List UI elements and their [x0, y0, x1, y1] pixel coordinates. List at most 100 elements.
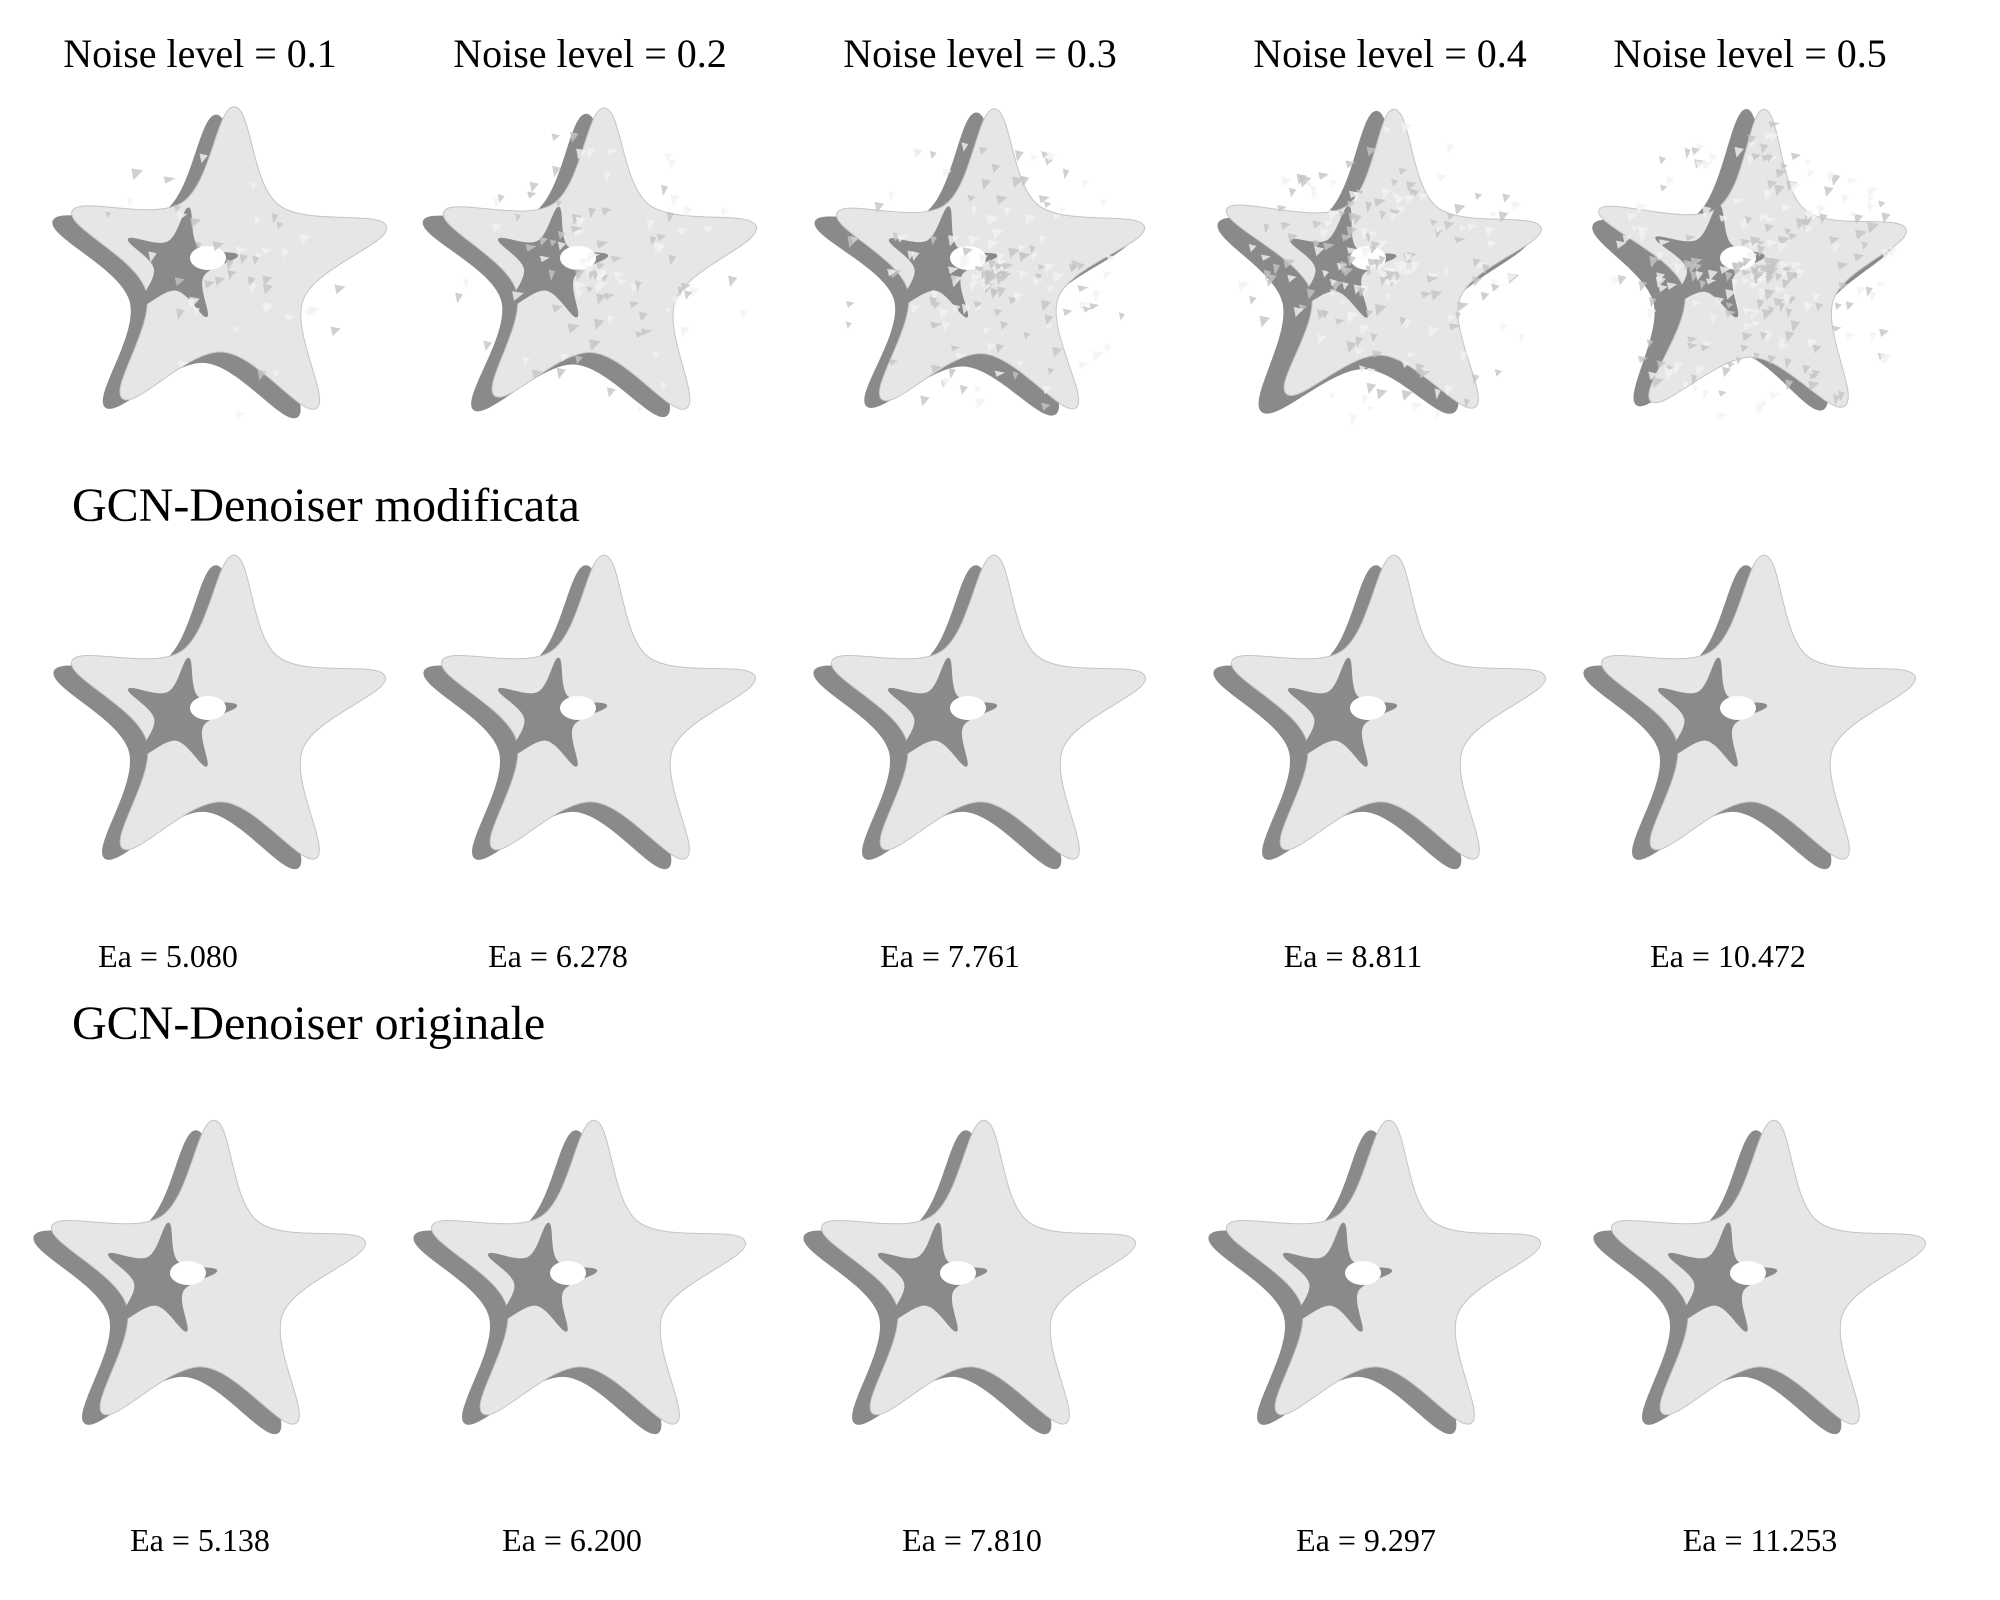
mesh-noise-facet	[1784, 357, 1792, 369]
mesh-noise-facet	[1658, 239, 1671, 246]
mesh-noise-facet	[1480, 291, 1490, 302]
mesh-noise-facet	[1330, 179, 1337, 188]
mesh-noise-facet	[1849, 211, 1858, 219]
mesh-noise-facet	[1779, 338, 1786, 345]
mesh-noise-facet	[1046, 152, 1057, 162]
mesh-noise-facet	[1732, 197, 1744, 205]
mesh-noise-facet	[1656, 272, 1665, 283]
mesh-noise-facet	[1616, 240, 1627, 249]
mesh-noise-facet	[1367, 405, 1375, 412]
mesh-noise-facet	[1682, 380, 1689, 389]
mesh-noise-facet	[557, 230, 566, 240]
mesh-noise-facet	[1448, 323, 1461, 331]
mesh-noise-facet	[1741, 269, 1752, 276]
mesh-noise-facet	[990, 287, 998, 296]
mesh-noise-facet	[560, 353, 569, 362]
mesh-noise-facet	[1832, 325, 1842, 332]
mesh-noise-facet	[1731, 262, 1739, 270]
mesh-noise-facet	[1733, 268, 1741, 275]
mesh-noise-facet	[263, 283, 274, 295]
mesh-noise-facet	[1747, 155, 1755, 166]
mesh-noise-facet	[959, 258, 972, 270]
mesh-noise-facet	[1399, 316, 1407, 326]
mesh-noise-facet	[929, 150, 937, 160]
mesh-noise-facet	[1725, 271, 1733, 282]
mesh-noise-facet	[1783, 293, 1792, 305]
noisy-mesh-1	[40, 90, 400, 450]
mesh-noise-facet	[1617, 274, 1627, 286]
mesh-noise-facet	[588, 270, 595, 281]
mesh-noise-facet	[1397, 265, 1407, 273]
mesh-noise-facet	[594, 283, 603, 294]
mesh-noise-facet	[664, 306, 672, 315]
mesh-noise-facet	[984, 271, 996, 283]
mesh-noise-facet	[455, 292, 463, 304]
ea-original-5: Ea = 11.253	[1682, 1522, 1838, 1558]
mesh-noise-facet	[1045, 322, 1054, 330]
mesh-noise-facet	[1725, 302, 1734, 309]
mesh-noise-facet	[1854, 213, 1864, 225]
mesh-noise-facet	[1518, 333, 1525, 344]
ea-original-1: Ea = 5.138	[130, 1522, 270, 1558]
mesh-noise-facet	[1784, 227, 1791, 236]
mesh-noise-facet	[575, 289, 584, 301]
mesh-noise-facet	[574, 281, 586, 291]
mesh-noise-facet	[639, 311, 649, 322]
mesh-noise-facet	[1869, 291, 1876, 303]
mesh-noise-facet	[971, 279, 981, 286]
mesh-noise-facet	[1635, 203, 1647, 214]
mesh-noise-facet	[1743, 322, 1755, 331]
mesh-noise-facet	[1000, 321, 1009, 330]
mesh-noise-facet	[1753, 352, 1761, 361]
mesh-noise-facet	[1778, 301, 1785, 313]
mesh-noise-facet	[1790, 152, 1801, 161]
mesh-noise-facet	[1322, 269, 1330, 278]
mesh-noise-facet	[569, 131, 579, 143]
mesh-noise-facet	[531, 369, 543, 378]
mesh-noise-facet	[1499, 322, 1508, 332]
ea-original-3: Ea = 7.810	[902, 1522, 1042, 1558]
mesh-noise-facet	[930, 321, 943, 329]
mesh-noise-facet	[1626, 212, 1638, 222]
mesh-noise-facet	[570, 225, 582, 233]
mesh-noise-facet	[1804, 215, 1813, 226]
mesh-noise-facet	[1341, 234, 1353, 242]
mesh-noise-facet	[512, 291, 524, 301]
mesh-noise-facet	[1853, 253, 1865, 262]
mesh-noise-facet	[653, 242, 666, 254]
mesh-noise-facet	[1052, 272, 1064, 284]
mesh-noise-facet	[525, 244, 537, 252]
mesh-noise-facet	[1666, 282, 1678, 290]
mesh-noise-facet	[1041, 402, 1051, 411]
mesh-noise-facet	[1296, 173, 1308, 185]
mesh-inner-cavity	[1287, 657, 1398, 767]
mesh-noise-facet	[667, 159, 678, 169]
mesh-noise-facet	[1418, 192, 1429, 201]
mesh-noise-facet	[1401, 122, 1412, 133]
mesh-noise-facet	[1705, 278, 1717, 285]
mesh-noise-facet	[1029, 154, 1037, 163]
mesh-noise-facet	[1881, 248, 1892, 261]
mesh-noise-facet	[1889, 246, 1897, 257]
mesh-noise-facet	[1749, 309, 1761, 320]
mesh-inner-cavity	[127, 207, 239, 318]
mesh-noise-facet	[549, 239, 557, 247]
mesh-through-hole	[560, 246, 596, 270]
mesh-noise-facet	[1062, 308, 1073, 317]
mesh-noise-facet	[1397, 205, 1407, 215]
mesh-noise-facet	[1346, 312, 1355, 324]
denoised-mesh-original-2	[400, 1105, 760, 1465]
mesh-noise-facet	[199, 153, 208, 164]
mesh-noise-facet	[1709, 153, 1718, 163]
mesh-noise-facet	[1648, 371, 1658, 381]
mesh-through-hole	[170, 1261, 206, 1285]
denoised-mesh-original-5	[1580, 1105, 1940, 1465]
mesh-noise-facet	[304, 308, 314, 316]
mesh-noise-facet	[1833, 394, 1840, 406]
mesh-noise-facet	[1646, 308, 1657, 319]
mesh-noise-facet	[684, 290, 693, 300]
mesh-noise-facet	[611, 255, 622, 263]
mesh-noise-facet	[1391, 178, 1399, 187]
mesh-noise-facet	[930, 235, 937, 246]
mesh-noise-facet	[1280, 221, 1291, 230]
